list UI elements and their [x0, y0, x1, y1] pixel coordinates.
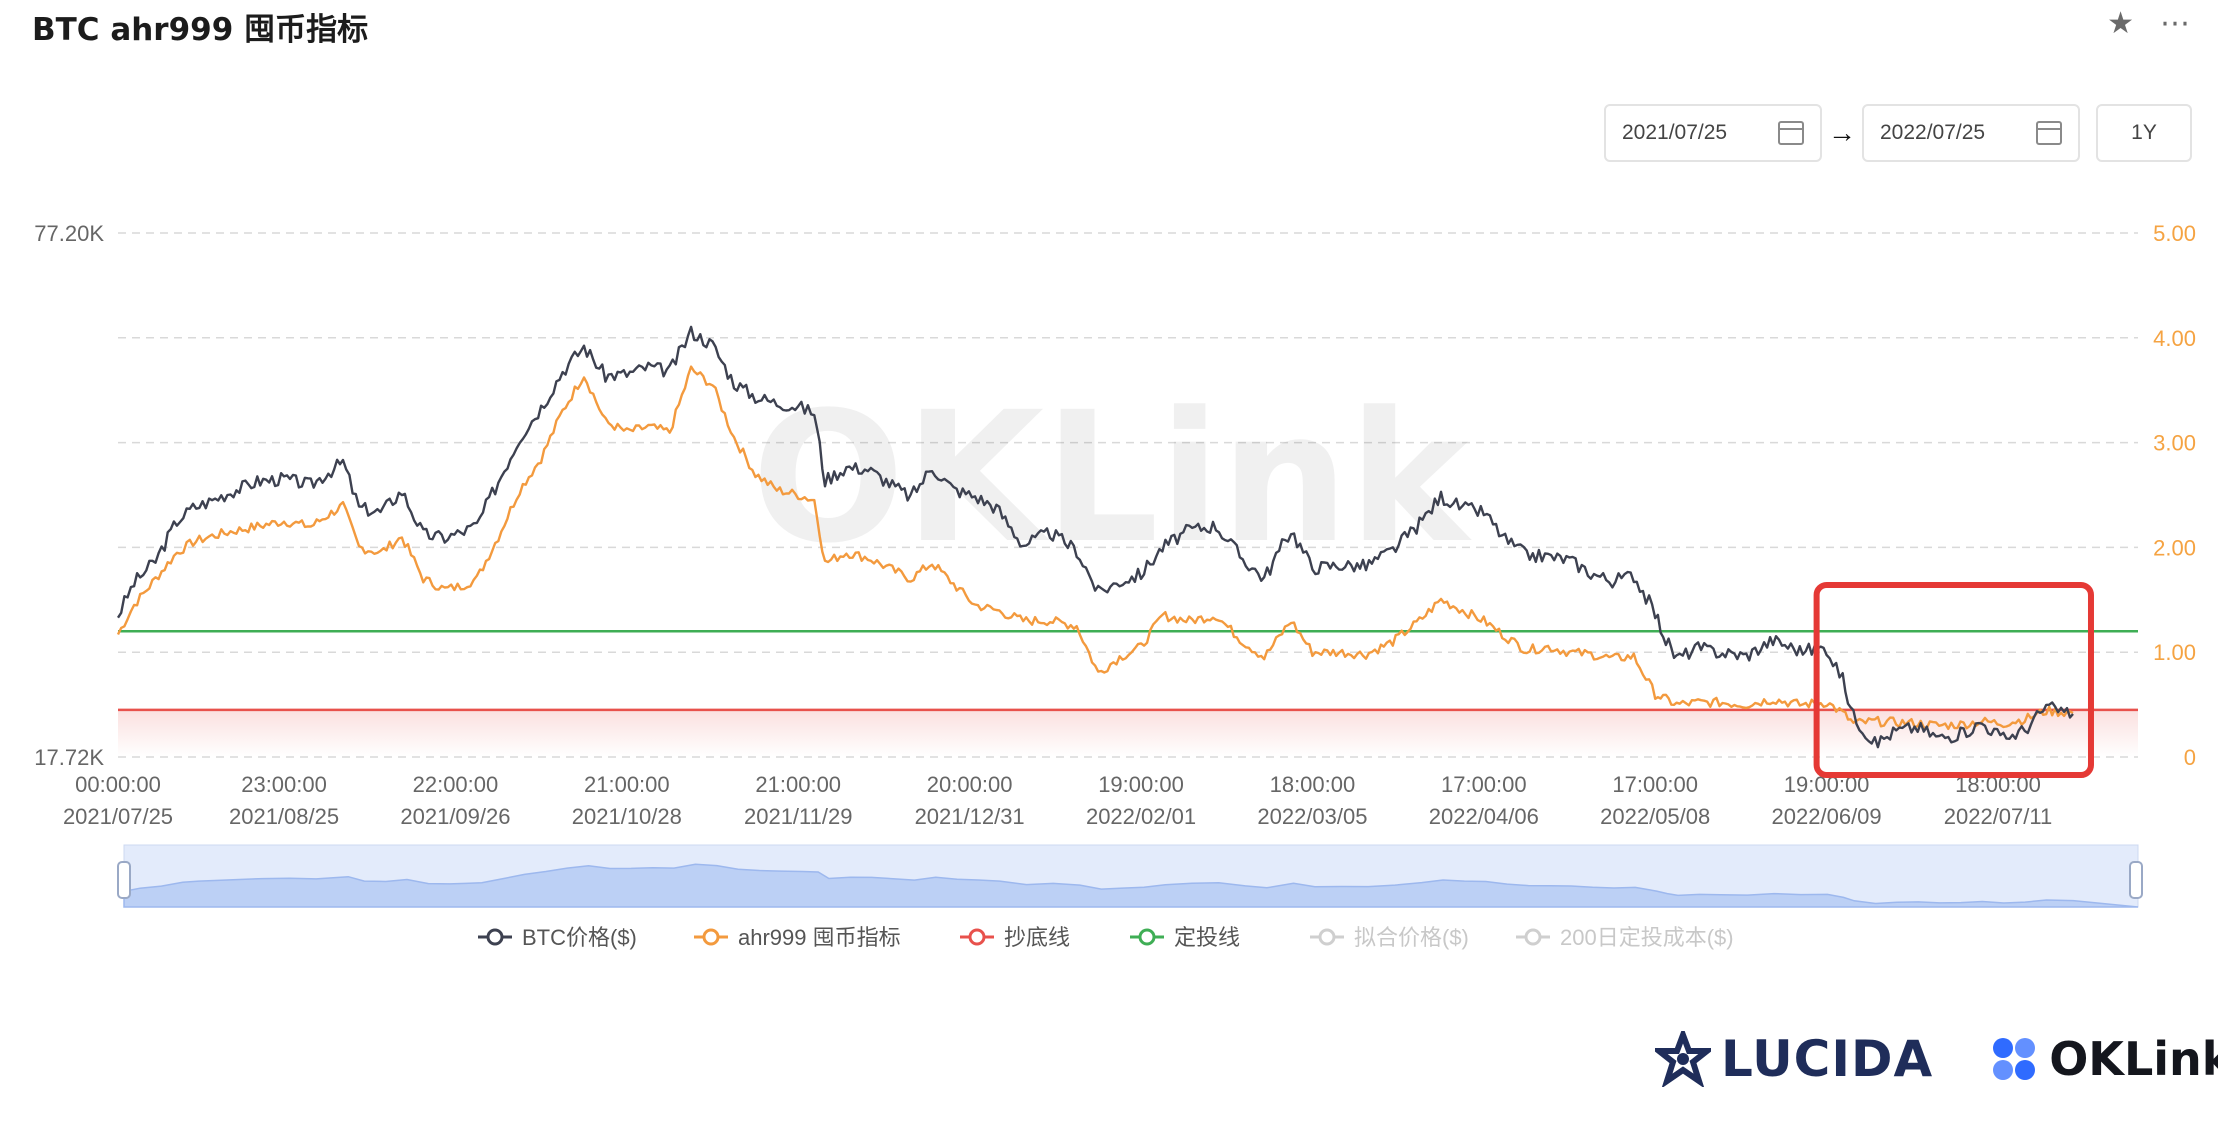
- legend: BTC价格($) ahr999 囤币指标 抄底线 定投线 拟合价格($) 200日定投成本…: [478, 925, 1734, 950]
- start-date-input[interactable]: 2021/07/25: [1604, 104, 1822, 162]
- x-axis-date-label: 2021/10/28: [572, 804, 682, 829]
- right-axis-tick-label: 0: [2184, 745, 2196, 770]
- x-axis-date-label: 2021/12/31: [915, 804, 1025, 829]
- legend-item: 抄底线: [960, 925, 1070, 950]
- x-axis-date-label: 2022/07/11: [1944, 804, 2052, 829]
- right-axis-tick-label: 3.00: [2153, 431, 2196, 456]
- x-axis-time-label: 18:00:00: [1270, 772, 1356, 797]
- legend-marker: [702, 928, 720, 946]
- highlight-box: [1813, 582, 2094, 778]
- x-axis-date-label: 2022/05/08: [1600, 804, 1710, 829]
- ahr999-line: [116, 365, 2074, 731]
- end-date-value: 2022/07/25: [1880, 121, 1986, 144]
- start-date-value: 2021/07/25: [1622, 121, 1728, 144]
- legend-label: BTC价格($): [522, 925, 637, 950]
- star-icon[interactable]: ★: [2107, 7, 2134, 40]
- series-layer: [116, 325, 2074, 749]
- arrow-right-icon: →: [1828, 117, 1856, 148]
- legend-item: BTC价格($): [478, 925, 637, 950]
- legend-item: 200日定投成本($): [1516, 925, 1734, 950]
- lucida-logo: LUCIDA: [1655, 1030, 1933, 1088]
- x-axis-time-label: 21:00:00: [755, 772, 841, 797]
- legend-marker: [1318, 928, 1336, 946]
- grid-lines: [118, 232, 2138, 758]
- legend-marker: [968, 928, 986, 946]
- legend-marker: [486, 928, 504, 946]
- chart-title: BTC ahr999 囤币指标: [32, 12, 369, 48]
- bottom-zone-fill: [118, 709, 2138, 757]
- x-axis-date-label: 2022/06/09: [1772, 804, 1882, 829]
- right-axis-tick-label: 4.00: [2153, 326, 2196, 351]
- legend-marker: [1524, 928, 1542, 946]
- more-icon[interactable]: ⋯: [2160, 7, 2190, 40]
- x-axis-date-label: 2022/03/05: [1257, 804, 1367, 829]
- oklink-logo-icon: [1993, 1038, 2036, 1080]
- legend-label: 拟合价格($): [1354, 925, 1469, 950]
- highlight-layer: [1813, 582, 2094, 778]
- x-axis-time-label: 17:00:00: [1612, 772, 1698, 797]
- legend-marker: [1138, 928, 1156, 946]
- ahr999-chart: OKLink 77.20K 17.72K 5.00 4.00 3.00 2.00 1.00…: [34, 221, 2196, 950]
- date-range-picker: 2021/07/25 → 2022/07/25: [1604, 104, 2080, 162]
- x-axis-time-label: 21:00:00: [584, 772, 670, 797]
- oklink-logo: OKLink: [1989, 1032, 2218, 1086]
- left-axis: 77.20K 17.72K: [34, 221, 104, 770]
- right-axis-tick-label: 5.00: [2153, 221, 2196, 246]
- x-axis-date-label: 2021/08/25: [229, 804, 339, 829]
- zoom-preview-area: [123, 863, 2139, 908]
- oklink-watermark: OKLink: [752, 374, 1473, 583]
- x-axis-time-label: 19:00:00: [1098, 772, 1184, 797]
- zoom-handle-left: [117, 861, 131, 899]
- period-1y-button[interactable]: 1Y: [2096, 104, 2192, 162]
- lucida-logo-icon: [1655, 1031, 1711, 1087]
- x-axis-time-label: 22:00:00: [413, 772, 499, 797]
- left-axis-tick-label: 77.20K: [34, 221, 104, 246]
- zoom-handle-right: [2129, 861, 2143, 899]
- legend-label: 定投线: [1174, 925, 1240, 950]
- left-axis-tick-label: 17.72K: [34, 745, 104, 770]
- x-axis-time-label: 17:00:00: [1441, 772, 1527, 797]
- logos: LUCIDA OKLink: [1655, 1030, 2218, 1088]
- legend-item: 定投线: [1130, 925, 1240, 950]
- calendar-icon: [1778, 121, 1804, 145]
- x-axis-time-label: 20:00:00: [927, 772, 1013, 797]
- x-axis-time-label: 00:00:00: [75, 772, 161, 797]
- x-axis: 00:00:00 2021/07/25 23:00:00 2021/08/25 22:0…: [63, 772, 2052, 829]
- legend-item: ahr999 囤币指标: [694, 925, 901, 950]
- end-date-input[interactable]: 2022/07/25: [1862, 104, 2080, 162]
- x-axis-time-label: 23:00:00: [241, 772, 327, 797]
- right-axis-tick-label: 1.00: [2153, 640, 2196, 665]
- right-axis: 5.00 4.00 3.00 2.00 1.00 0: [2153, 221, 2196, 770]
- x-axis-date-label: 2021/09/26: [400, 804, 510, 829]
- legend-label: 200日定投成本($): [1560, 925, 1734, 950]
- zoom-slider[interactable]: [117, 844, 2143, 908]
- right-axis-tick-label: 2.00: [2153, 535, 2196, 560]
- calendar-icon: [2036, 121, 2062, 145]
- x-axis-date-label: 2022/02/01: [1086, 804, 1196, 829]
- x-axis-date-label: 2021/07/25: [63, 804, 173, 829]
- btc-price-line: [116, 325, 2074, 749]
- lucida-logo-text: LUCIDA: [1721, 1030, 1934, 1088]
- reference-lines: [118, 629, 2138, 757]
- legend-item: 拟合价格($): [1310, 925, 1469, 950]
- legend-label: 抄底线: [1004, 925, 1070, 950]
- top-icons: ★ ⋯: [2107, 6, 2190, 41]
- legend-label: ahr999 囤币指标: [738, 925, 901, 950]
- x-axis-date-label: 2022/04/06: [1429, 804, 1539, 829]
- x-axis-date-label: 2021/11/29: [744, 804, 852, 829]
- oklink-logo-text: OKLink: [2049, 1032, 2218, 1086]
